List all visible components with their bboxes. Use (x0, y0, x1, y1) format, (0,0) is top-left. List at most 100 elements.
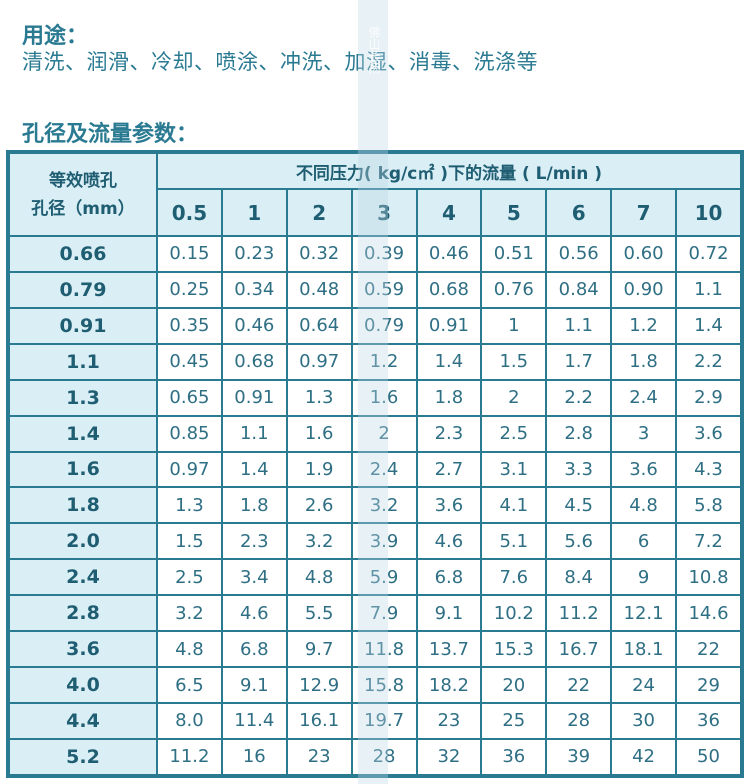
diameter-cell: 2.0 (10, 524, 156, 559)
flow-value-cell: 42 (612, 739, 675, 774)
flow-value-cell: 0.68 (417, 272, 481, 307)
diameter-cell: 1.4 (10, 416, 156, 451)
table-row: 2.4 2.5 3.4 4.8 5.9 6.8 7.6 8.4 9 10.8 (10, 560, 740, 595)
flow-value-cell: 16.1 (287, 703, 351, 738)
flow-value-cell: 22 (547, 668, 611, 702)
flow-value-cell: 1.2 (612, 308, 675, 343)
flow-value-cell: 2.5 (158, 560, 221, 595)
flow-value-cell: 2.4 (612, 380, 675, 415)
pressure-header-row: 0.5 1 2 3 4 5 6 7 10 (10, 190, 740, 235)
diameter-cell: 1.1 (10, 344, 156, 379)
flow-value-cell: 12.1 (612, 596, 675, 631)
flow-value-cell: 1.8 (612, 344, 675, 379)
table-row: 2.0 1.5 2.3 3.2 3.9 4.6 5.1 5.6 6 7.2 (10, 524, 740, 559)
flow-value-cell: 20 (482, 668, 546, 702)
diameter-cell: 1.6 (10, 452, 156, 487)
flow-value-cell: 0.34 (222, 272, 286, 307)
flow-value-cell: 10.8 (677, 560, 740, 595)
flow-value-cell: 0.46 (417, 237, 481, 271)
flow-value-cell: 7.2 (677, 524, 740, 559)
flow-value-cell: 25 (482, 703, 546, 738)
table-row: 2.8 3.2 4.6 5.5 7.9 9.1 10.2 11.2 12.1 14.6 (10, 596, 740, 631)
flow-value-cell: 6.5 (158, 668, 221, 702)
table-row: 1.1 0.45 0.68 0.97 1.2 1.4 1.5 1.7 1.8 2.2 (10, 344, 740, 379)
flow-value-cell: 6 (612, 524, 675, 559)
table-row: 3.6 4.8 6.8 9.7 11.8 13.7 15.3 16.7 18.1 22 (10, 632, 740, 667)
flow-value-cell: 3.4 (222, 560, 286, 595)
flow-value-cell: 2.4 (352, 452, 416, 487)
flow-value-cell: 36 (482, 739, 546, 774)
flow-value-cell: 1.6 (287, 416, 351, 451)
flow-value-cell: 0.65 (158, 380, 221, 415)
table-row: 0.79 0.25 0.34 0.48 0.59 0.68 0.76 0.84 0.90 1.1 (10, 272, 740, 307)
flow-value-cell: 6.8 (417, 560, 481, 595)
diameter-cell: 1.3 (10, 380, 156, 415)
diameter-cell: 0.66 (10, 237, 156, 271)
pressure-header-cell: 1 (222, 190, 286, 235)
pressure-header-cell: 6 (547, 190, 611, 235)
flow-value-cell: 0.91 (222, 380, 286, 415)
flow-value-cell: 1.8 (222, 488, 286, 523)
flow-value-cell: 1.9 (287, 452, 351, 487)
pressure-header-cell: 7 (612, 190, 675, 235)
flow-value-cell: 15.8 (352, 668, 416, 702)
pressure-header-cell: 0.5 (158, 190, 221, 235)
flow-value-cell: 0.76 (482, 272, 546, 307)
flow-value-cell: 0.97 (287, 344, 351, 379)
flow-value-cell: 3.2 (287, 524, 351, 559)
flow-value-cell: 0.91 (417, 308, 481, 343)
flow-value-cell: 0.97 (158, 452, 221, 487)
diameter-cell: 0.91 (10, 308, 156, 343)
flow-value-cell: 1.5 (158, 524, 221, 559)
flow-value-cell: 3.6 (612, 452, 675, 487)
flow-value-cell: 36 (677, 703, 740, 738)
flow-value-cell: 1.1 (222, 416, 286, 451)
pressure-header-cell: 3 (352, 190, 416, 235)
usage-title: 用途： (22, 24, 89, 49)
flow-value-cell: 4.1 (482, 488, 546, 523)
flow-table-container: 等效喷孔 孔径（mm） 不同压力( kg/c㎡ )下的流量 ( L/min ) … (6, 150, 744, 778)
flow-value-cell: 9.1 (222, 668, 286, 702)
flow-value-cell: 50 (677, 739, 740, 774)
flow-value-cell: 4.8 (612, 488, 675, 523)
flow-value-cell: 28 (352, 739, 416, 774)
flow-value-cell: 0.84 (547, 272, 611, 307)
flow-value-cell: 4.3 (677, 452, 740, 487)
table-row: 1.8 1.3 1.8 2.6 3.2 3.6 4.1 4.5 4.8 5.8 (10, 488, 740, 523)
flow-value-cell: 11.8 (352, 632, 416, 667)
flow-value-cell: 2.3 (417, 416, 481, 451)
flow-value-cell: 3.2 (158, 596, 221, 631)
flow-value-cell: 2.6 (287, 488, 351, 523)
flow-value-cell: 5.1 (482, 524, 546, 559)
flow-value-cell: 18.2 (417, 668, 481, 702)
flow-value-cell: 0.46 (222, 308, 286, 343)
flow-value-cell: 3.6 (417, 488, 481, 523)
flow-value-cell: 2.3 (222, 524, 286, 559)
flow-value-cell: 16 (222, 739, 286, 774)
table-row: 0.66 0.15 0.23 0.32 0.39 0.46 0.51 0.56 0.60 0.72 (10, 237, 740, 271)
flow-value-cell: 1.4 (222, 452, 286, 487)
table-row: 4.4 8.0 11.4 16.1 19.7 23 25 28 30 36 (10, 703, 740, 738)
flow-value-cell: 2.9 (677, 380, 740, 415)
flow-value-cell: 0.68 (222, 344, 286, 379)
flow-value-cell: 39 (547, 739, 611, 774)
flow-value-cell: 3 (612, 416, 675, 451)
flow-value-cell: 32 (417, 739, 481, 774)
flow-value-cell: 12.9 (287, 668, 351, 702)
flow-value-cell: 29 (677, 668, 740, 702)
flow-value-cell: 0.35 (158, 308, 221, 343)
flow-value-cell: 23 (417, 703, 481, 738)
diameter-header-line2: 孔径（mm） (31, 198, 135, 219)
flow-value-cell: 3.6 (677, 416, 740, 451)
flow-value-cell: 30 (612, 703, 675, 738)
flow-table: 等效喷孔 孔径（mm） 不同压力( kg/c㎡ )下的流量 ( L/min ) … (8, 152, 742, 776)
flow-value-cell: 9 (612, 560, 675, 595)
flow-value-cell: 24 (612, 668, 675, 702)
flow-value-cell: 1.4 (677, 308, 740, 343)
flow-value-cell: 5.6 (547, 524, 611, 559)
flow-value-cell: 9.7 (287, 632, 351, 667)
diameter-cell: 0.79 (10, 272, 156, 307)
flow-value-cell: 0.15 (158, 237, 221, 271)
flow-value-cell: 16.7 (547, 632, 611, 667)
flow-value-cell: 8.0 (158, 703, 221, 738)
